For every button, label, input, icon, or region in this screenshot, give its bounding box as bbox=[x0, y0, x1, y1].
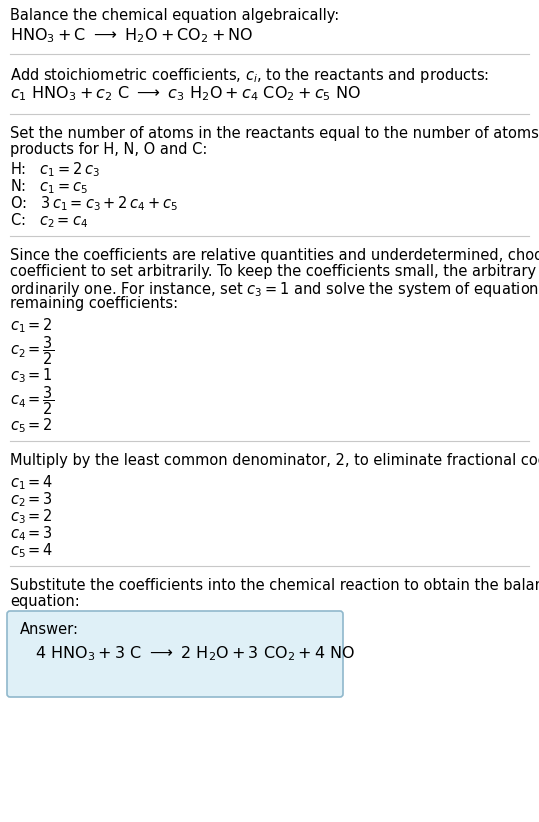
Text: $c_3 = 2$: $c_3 = 2$ bbox=[10, 507, 53, 526]
Text: ordinarily one. For instance, set $c_3 = 1$ and solve the system of equations fo: ordinarily one. For instance, set $c_3 =… bbox=[10, 280, 539, 299]
Text: Balance the chemical equation algebraically:: Balance the chemical equation algebraica… bbox=[10, 8, 339, 23]
Text: equation:: equation: bbox=[10, 594, 80, 609]
Text: $c_3 = 1$: $c_3 = 1$ bbox=[10, 366, 53, 385]
Text: $c_2 = 3$: $c_2 = 3$ bbox=[10, 490, 53, 509]
Text: Substitute the coefficients into the chemical reaction to obtain the balanced: Substitute the coefficients into the che… bbox=[10, 578, 539, 593]
Text: $\mathrm{4\ HNO_3 + 3\ C\ \longrightarrow\ 2\ H_2O + 3\ CO_2 + 4\ NO}$: $\mathrm{4\ HNO_3 + 3\ C\ \longrightarro… bbox=[35, 644, 355, 663]
Text: N:   $c_1 = c_5$: N: $c_1 = c_5$ bbox=[10, 177, 88, 196]
Text: $c_4 = \dfrac{3}{2}$: $c_4 = \dfrac{3}{2}$ bbox=[10, 384, 54, 417]
Text: Add stoichiometric coefficients, $c_i$, to the reactants and products:: Add stoichiometric coefficients, $c_i$, … bbox=[10, 66, 489, 85]
FancyBboxPatch shape bbox=[7, 611, 343, 697]
Text: remaining coefficients:: remaining coefficients: bbox=[10, 296, 178, 311]
Text: H:   $c_1 = 2\,c_3$: H: $c_1 = 2\,c_3$ bbox=[10, 160, 100, 178]
Text: $c_5 = 2$: $c_5 = 2$ bbox=[10, 416, 53, 435]
Text: Answer:: Answer: bbox=[20, 622, 79, 637]
Text: $c_1 = 2$: $c_1 = 2$ bbox=[10, 316, 53, 335]
Text: O:   $3\,c_1 = c_3 + 2\,c_4 + c_5$: O: $3\,c_1 = c_3 + 2\,c_4 + c_5$ bbox=[10, 194, 178, 213]
Text: $\mathrm{HNO_3 + C\ \longrightarrow\ H_2O + CO_2 + NO}$: $\mathrm{HNO_3 + C\ \longrightarrow\ H_2… bbox=[10, 26, 253, 44]
Text: $c_1 = 4$: $c_1 = 4$ bbox=[10, 473, 53, 492]
Text: coefficient to set arbitrarily. To keep the coefficients small, the arbitrary va: coefficient to set arbitrarily. To keep … bbox=[10, 264, 539, 279]
Text: products for H, N, O and C:: products for H, N, O and C: bbox=[10, 142, 208, 157]
Text: C:   $c_2 = c_4$: C: $c_2 = c_4$ bbox=[10, 211, 88, 229]
Text: Set the number of atoms in the reactants equal to the number of atoms in the: Set the number of atoms in the reactants… bbox=[10, 126, 539, 141]
Text: $c_4 = 3$: $c_4 = 3$ bbox=[10, 524, 53, 543]
Text: $c_2 = \dfrac{3}{2}$: $c_2 = \dfrac{3}{2}$ bbox=[10, 334, 54, 367]
Text: $c_1\ \mathrm{HNO_3} + c_2\ \mathrm{C}\ \longrightarrow\ c_3\ \mathrm{H_2O} + c_: $c_1\ \mathrm{HNO_3} + c_2\ \mathrm{C}\ … bbox=[10, 84, 361, 103]
Text: Multiply by the least common denominator, 2, to eliminate fractional coefficient: Multiply by the least common denominator… bbox=[10, 453, 539, 468]
Text: Since the coefficients are relative quantities and underdetermined, choose a: Since the coefficients are relative quan… bbox=[10, 248, 539, 263]
Text: $c_5 = 4$: $c_5 = 4$ bbox=[10, 541, 53, 560]
